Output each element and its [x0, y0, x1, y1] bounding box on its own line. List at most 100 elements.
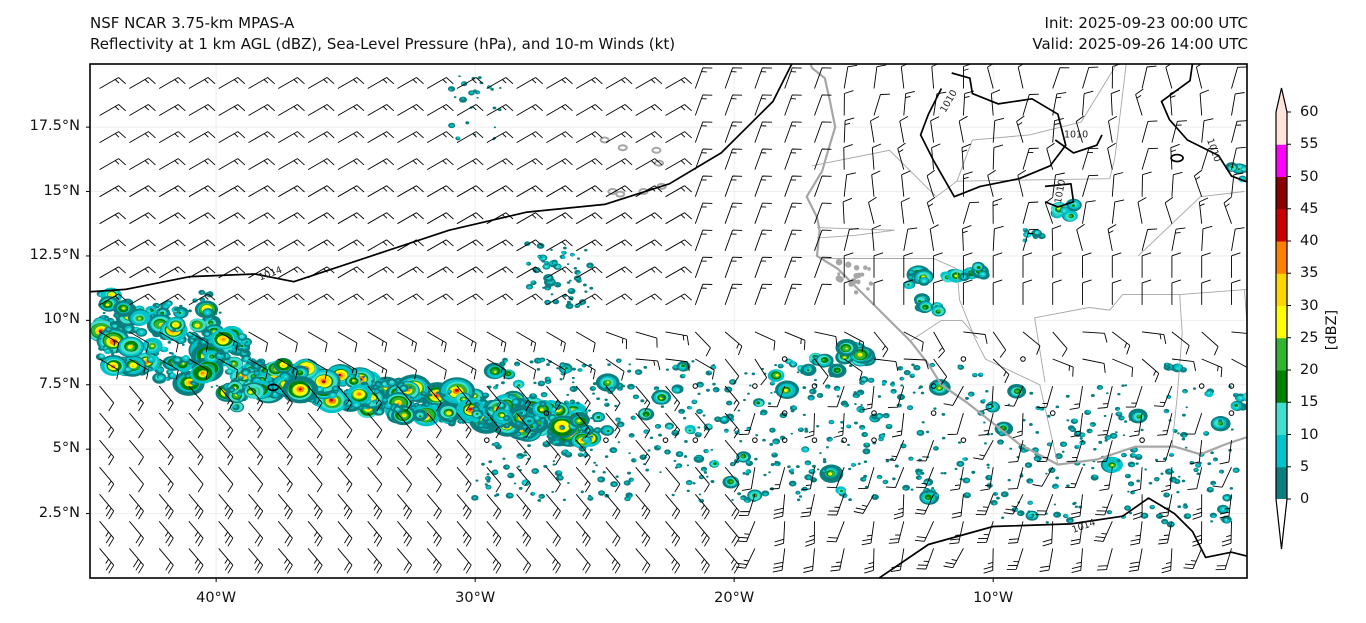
reflectivity-cell — [530, 280, 535, 284]
reflectivity-cell — [1243, 403, 1247, 410]
reflectivity-cell — [562, 246, 567, 250]
reflectivity-cell — [1126, 474, 1129, 477]
reflectivity-cell — [1001, 516, 1005, 520]
reflectivity-cell — [540, 418, 545, 422]
reflectivity-cell — [643, 365, 648, 369]
wind-barb — [1082, 174, 1099, 197]
wind-barb — [337, 466, 353, 493]
wind-barb — [853, 494, 875, 514]
reflectivity-cell — [408, 386, 413, 389]
reflectivity-cell — [250, 366, 254, 369]
wind-barb — [397, 412, 412, 439]
reflectivity-cell — [1192, 387, 1197, 390]
wind-barb — [665, 412, 681, 439]
wind-barb — [665, 212, 692, 225]
wind-barb — [861, 521, 875, 546]
wind-barb — [426, 185, 454, 198]
reflectivity-cell — [756, 401, 761, 405]
wind-barb — [158, 212, 186, 225]
reflectivity-cell — [618, 423, 623, 427]
reflectivity-cell — [933, 407, 937, 410]
reflectivity-cell — [741, 497, 745, 500]
reflectivity-cell — [667, 424, 672, 428]
wind-barb — [99, 494, 115, 520]
reflectivity-cell — [1182, 414, 1186, 417]
reflectivity-cell — [244, 357, 249, 361]
reflectivity-cell — [965, 396, 969, 400]
wind-barb — [827, 385, 845, 408]
reflectivity-cell — [533, 381, 537, 385]
wind-barb — [426, 104, 454, 116]
reflectivity-cell — [632, 416, 637, 420]
reflectivity-cell — [904, 487, 907, 490]
reflectivity-cell — [478, 416, 482, 419]
wind-barb — [769, 467, 786, 490]
reflectivity-cell — [178, 311, 182, 315]
wind-barb — [1153, 385, 1173, 407]
wind-barb — [575, 494, 591, 520]
wind-barb — [516, 239, 543, 252]
wind-barb — [1231, 252, 1241, 278]
wind-barb — [397, 358, 417, 380]
reflectivity-cell — [1111, 434, 1116, 438]
reflectivity-cell — [743, 398, 746, 402]
reflectivity-cell — [555, 284, 559, 287]
reflectivity-cell — [730, 380, 734, 384]
reflectivity-cell — [186, 374, 190, 378]
wind-barb — [397, 439, 412, 466]
reflectivity-cell — [1186, 514, 1190, 517]
reflectivity-cell — [422, 400, 431, 407]
reflectivity-cell — [918, 476, 922, 480]
wind-barb — [307, 158, 335, 170]
reflectivity-cell — [598, 478, 603, 481]
reflectivity-cell — [816, 425, 820, 428]
reflectivity-cell — [1116, 408, 1120, 411]
wind-barb — [129, 239, 156, 252]
reflectivity-cell — [1135, 462, 1139, 465]
wind-barb — [1189, 440, 1203, 465]
wind-barb — [575, 131, 603, 143]
wind-barb — [724, 67, 743, 89]
reflectivity-cell — [804, 448, 807, 451]
reflectivity-cell — [329, 398, 334, 402]
wind-barb — [367, 439, 383, 466]
wind-barb — [1097, 440, 1113, 463]
reflectivity-cell — [230, 388, 234, 392]
reflectivity-cell — [546, 377, 550, 380]
reflectivity-cell — [744, 372, 748, 375]
wind-barb — [129, 439, 144, 466]
wind-barb — [516, 385, 532, 412]
wind-barb — [933, 252, 943, 278]
island — [617, 144, 628, 152]
wind-barb — [843, 331, 865, 352]
country-border — [1243, 289, 1247, 331]
reflectivity-cell — [937, 387, 941, 390]
wind-barb — [605, 466, 621, 493]
reflectivity-cell — [218, 311, 222, 314]
reflectivity-cell — [542, 257, 546, 260]
wind-barb — [1158, 494, 1173, 518]
reflectivity-cell — [900, 367, 903, 370]
wind-barb — [486, 131, 514, 143]
reflectivity-cell — [383, 398, 387, 402]
wind-barb — [99, 521, 115, 547]
wind-barb — [188, 494, 204, 520]
wind-barb — [1082, 90, 1094, 116]
reflectivity-cell — [1218, 419, 1223, 423]
reflectivity-cell — [1071, 204, 1075, 207]
reflectivity-cell — [1074, 505, 1078, 509]
reflectivity-cell — [371, 380, 375, 383]
reflectivity-cell — [99, 337, 102, 340]
reflectivity-cell — [1185, 406, 1188, 409]
wind-barb — [337, 185, 365, 198]
reflectivity-cell — [843, 404, 847, 408]
wind-barb — [784, 331, 806, 350]
wind-barb — [635, 131, 663, 143]
wind-barb — [337, 158, 365, 170]
reflectivity-cell — [475, 412, 479, 415]
wind-barb — [1082, 279, 1092, 305]
reflectivity-cell — [698, 493, 702, 496]
wind-barb — [842, 197, 853, 224]
wind-barb — [218, 239, 246, 252]
wind-barb — [926, 196, 936, 224]
